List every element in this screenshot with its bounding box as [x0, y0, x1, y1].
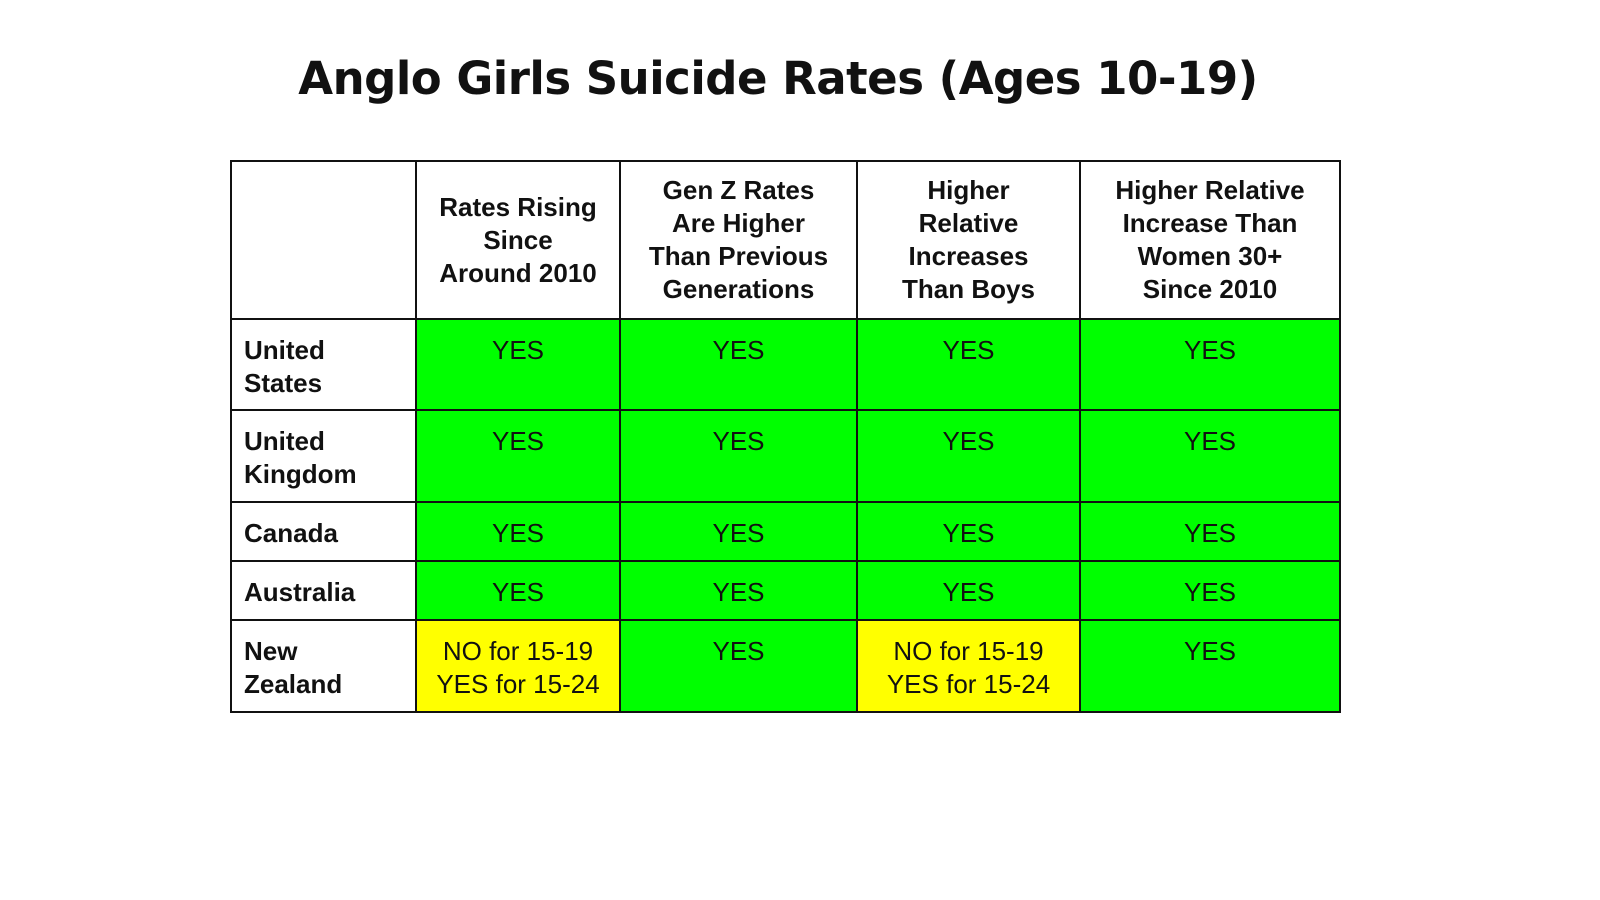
country-label: United: [244, 426, 325, 456]
column-header-text: Increase Than: [1122, 208, 1298, 238]
column-header-text: Since 2010: [1142, 274, 1278, 304]
status-text: YES: [712, 636, 765, 666]
column-header-text: Are Higher: [672, 208, 805, 238]
column-header-2: Gen Z Rates Are Higher Than Previous Genera…: [619, 160, 858, 320]
status-cell-yes: YES: [1079, 619, 1341, 713]
status-text: YES: [491, 426, 545, 456]
table-row: Australia YES YES YES YES: [230, 560, 1341, 621]
column-header-text: Relative: [918, 208, 1019, 238]
status-cell-yes: YES: [1079, 318, 1341, 411]
status-cell-yes: YES: [856, 560, 1081, 621]
column-header-text: Than Boys: [902, 274, 1035, 304]
status-cell-yes: YES: [619, 501, 858, 562]
country-label: Zealand: [244, 669, 343, 699]
row-header-country: United States: [230, 318, 417, 411]
status-text: YES: [1183, 636, 1237, 666]
status-cell-yes: YES: [415, 409, 621, 503]
country-label: New: [244, 636, 298, 666]
status-cell-yes: YES: [856, 409, 1081, 503]
column-header-text: Women 30+: [1137, 241, 1283, 271]
table-row: Canada YES YES YES YES: [230, 501, 1341, 562]
status-text: YES: [491, 577, 545, 607]
country-label: United: [244, 335, 325, 365]
status-text: NO for 15-19: [893, 636, 1044, 666]
column-header-text: Increases: [908, 241, 1029, 271]
status-cell-yes: YES: [1079, 409, 1341, 503]
status-cell-yes: YES: [619, 409, 858, 503]
column-header-4: Higher Relative Increase Than Women 30+ Sin…: [1079, 160, 1341, 320]
country-label: Canada: [244, 518, 338, 548]
status-cell-yes: YES: [619, 560, 858, 621]
row-header-country: New Zealand: [230, 619, 417, 713]
corner-cell: [230, 160, 417, 320]
status-text: YES: [1183, 335, 1237, 365]
table-row: New Zealand NO for 15-19 YES for 15-24 YES NO…: [230, 619, 1341, 713]
status-cell-yes: YES: [415, 560, 621, 621]
column-header-3: Higher Relative Increases Than Boys: [856, 160, 1081, 320]
status-text: YES: [942, 335, 995, 365]
status-text: YES: [942, 518, 995, 548]
status-text: YES: [712, 577, 765, 607]
column-header-text: Higher: [927, 175, 1010, 205]
status-text: YES: [712, 518, 765, 548]
status-text: YES: [1183, 426, 1237, 456]
country-label: States: [244, 368, 323, 398]
status-cell-yes: YES: [1079, 560, 1341, 621]
page-title: Anglo Girls Suicide Rates (Ages 10-19): [298, 52, 1258, 105]
status-text: NO for 15-19: [442, 636, 594, 666]
column-header-text: Around 2010: [439, 257, 597, 288]
comparison-table: Rates Rising Since Around 2010 Gen Z Rates A…: [230, 160, 1341, 713]
country-label: Kingdom: [244, 459, 357, 489]
status-cell-yes: YES: [856, 501, 1081, 562]
column-header-1: Rates Rising Since Around 2010: [415, 160, 621, 320]
status-cell-yes: YES: [415, 501, 621, 562]
status-text: YES: [712, 426, 765, 456]
column-header-text: Since: [483, 224, 553, 255]
status-text: YES: [942, 426, 995, 456]
status-text: YES: [1183, 518, 1237, 548]
column-header-text: Than Previous: [648, 241, 829, 271]
status-text: YES: [1183, 577, 1237, 607]
status-text: YES for 15-24: [436, 669, 600, 699]
status-text: YES: [712, 335, 765, 365]
row-header-country: United Kingdom: [230, 409, 417, 503]
status-text: YES: [942, 577, 995, 607]
column-header-text: Rates Rising: [439, 191, 597, 222]
row-header-country: Australia: [230, 560, 417, 621]
status-cell-partial: NO for 15-19 YES for 15-24: [415, 619, 621, 713]
status-text: YES: [491, 335, 545, 365]
status-cell-partial: NO for 15-19 YES for 15-24: [856, 619, 1081, 713]
status-text: YES: [491, 518, 545, 548]
status-cell-yes: YES: [619, 619, 858, 713]
row-header-country: Canada: [230, 501, 417, 562]
status-cell-yes: YES: [1079, 501, 1341, 562]
country-label: Australia: [244, 577, 356, 607]
table-row: United Kingdom YES YES YES YES: [230, 409, 1341, 503]
status-text: YES for 15-24: [886, 669, 1051, 699]
table-row: United States YES YES YES YES: [230, 318, 1341, 411]
column-header-text: Higher Relative: [1115, 175, 1305, 205]
column-header-text: Generations: [662, 274, 815, 304]
column-header-text: Gen Z Rates: [662, 175, 815, 205]
status-cell-yes: YES: [415, 318, 621, 411]
status-cell-yes: YES: [619, 318, 858, 411]
status-cell-yes: YES: [856, 318, 1081, 411]
